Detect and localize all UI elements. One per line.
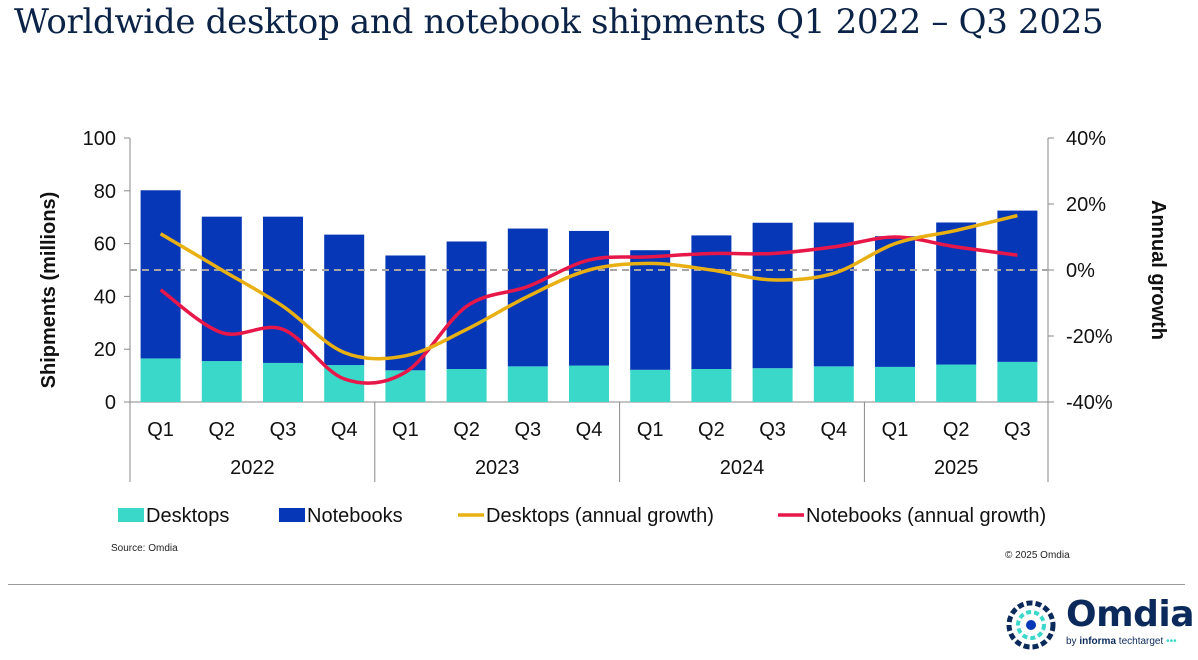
desktops-bar xyxy=(201,361,242,402)
notebooks-growth-line xyxy=(159,235,1018,385)
desktops-bar xyxy=(997,361,1038,402)
legend-swatch xyxy=(118,508,144,522)
notebooks-bar xyxy=(691,235,732,369)
desktops-bar xyxy=(752,368,793,402)
y-tick-label: 60 xyxy=(94,234,116,256)
notebooks-bar xyxy=(752,222,793,369)
desktops-bar xyxy=(630,369,671,402)
desktops-bar xyxy=(263,362,303,402)
notebooks-bar xyxy=(630,250,671,370)
legend-label: Notebooks (annual growth) xyxy=(806,505,1046,527)
y2-tick-label: 20% xyxy=(1066,194,1106,216)
notebooks-bar xyxy=(140,190,181,359)
x-tick-label: Q2 xyxy=(453,419,480,441)
x-tick-label: Q1 xyxy=(392,419,419,441)
x-tick-label: Q1 xyxy=(882,419,909,441)
source-note: Source: Omdia xyxy=(111,543,178,554)
desktops-bar xyxy=(385,370,426,402)
notebooks-bar xyxy=(875,236,915,367)
notebooks-bar xyxy=(997,210,1038,362)
y-tick-label: 40 xyxy=(94,286,116,308)
y2-tick-label: 0% xyxy=(1066,260,1095,282)
desktops-bar xyxy=(140,358,181,402)
year-group-label: 2024 xyxy=(720,457,765,479)
desktops-growth-line xyxy=(159,213,1018,361)
legend-label: Desktops (annual growth) xyxy=(486,505,714,527)
copyright-note: © 2025 Omdia xyxy=(1005,550,1070,561)
year-group-label: 2023 xyxy=(475,457,520,479)
notebooks-bar xyxy=(201,216,242,362)
x-tick-label: Q3 xyxy=(514,419,541,441)
logo-tagline: by informa techtarget ••• xyxy=(1066,636,1177,647)
desktops-bar xyxy=(446,369,487,402)
legend-label: Notebooks xyxy=(307,505,403,527)
x-tick-label: Q1 xyxy=(147,419,174,441)
desktops-bar xyxy=(813,366,854,402)
legend-swatch xyxy=(279,508,305,522)
y-tick-label: 100 xyxy=(83,128,116,150)
desktops-bar xyxy=(691,369,732,402)
desktops-bar xyxy=(569,365,609,402)
y2-tick-label: 40% xyxy=(1066,128,1106,150)
x-tick-label: Q4 xyxy=(331,419,358,441)
legend-label: Desktops xyxy=(146,505,229,527)
desktops-bar xyxy=(507,366,548,402)
year-group-label: 2025 xyxy=(934,457,979,479)
y-tick-label: 0 xyxy=(105,392,116,414)
x-tick-label: Q1 xyxy=(637,419,664,441)
x-tick-label: Q3 xyxy=(759,419,786,441)
x-tick-label: Q2 xyxy=(698,419,725,441)
desktops-bar xyxy=(936,364,977,402)
notebooks-bar xyxy=(569,230,609,366)
footer-divider xyxy=(8,584,1185,585)
omdia-logo: Omdia by informa techtarget ••• xyxy=(1004,594,1195,652)
x-tick-label: Q2 xyxy=(208,419,235,441)
y2-tick-label: -40% xyxy=(1066,392,1113,414)
logo-wordmark: Omdia xyxy=(1066,594,1195,635)
y-axis-title: Shipments (millions) xyxy=(38,192,60,389)
chart-title: Worldwide desktop and notebook shipments… xyxy=(14,2,1104,42)
omdia-logo-icon xyxy=(1006,600,1056,650)
desktops-bar xyxy=(875,366,915,402)
notebooks-bar xyxy=(263,216,303,363)
x-tick-label: Q2 xyxy=(943,419,970,441)
x-tick-label: Q4 xyxy=(576,419,603,441)
year-group-label: 2022 xyxy=(230,457,275,479)
y-tick-label: 80 xyxy=(94,181,116,203)
x-tick-label: Q3 xyxy=(270,419,297,441)
x-tick-label: Q3 xyxy=(1004,419,1031,441)
y2-tick-label: -20% xyxy=(1066,326,1113,348)
y-tick-label: 20 xyxy=(94,339,116,361)
x-tick-label: Q4 xyxy=(820,419,847,441)
shipments-chart: 0 20 40 60 80 100 -40% -20% 0% 20% 40% Shipments (m… xyxy=(38,128,1169,527)
y2-axis-title: Annual growth xyxy=(1147,200,1169,340)
